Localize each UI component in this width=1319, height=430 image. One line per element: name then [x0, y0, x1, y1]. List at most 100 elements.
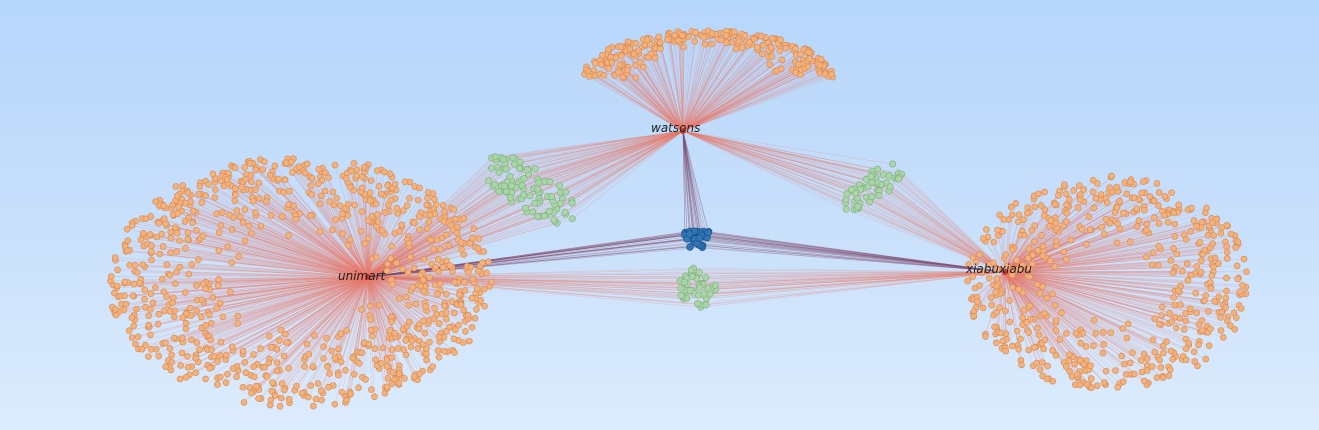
exclusive-node[interactable] [371, 345, 379, 353]
exclusive-node[interactable] [365, 340, 373, 348]
exclusive-node[interactable] [445, 242, 453, 249]
exclusive-node[interactable] [1236, 288, 1244, 296]
shared-pair-node[interactable] [568, 215, 576, 223]
exclusive-node[interactable] [1175, 201, 1182, 209]
exclusive-node[interactable] [1195, 321, 1203, 328]
exclusive-node[interactable] [1135, 217, 1143, 224]
exclusive-node[interactable] [316, 228, 324, 235]
exclusive-node[interactable] [700, 33, 708, 41]
exclusive-node[interactable] [423, 356, 430, 364]
exclusive-node[interactable] [1051, 302, 1059, 309]
exclusive-node[interactable] [1130, 194, 1138, 201]
exclusive-node[interactable] [207, 336, 214, 344]
shared-pair-node[interactable] [695, 268, 703, 276]
exclusive-node[interactable] [124, 237, 132, 244]
shared-pair-node[interactable] [704, 284, 712, 292]
exclusive-node[interactable] [147, 331, 154, 339]
exclusive-node[interactable] [217, 352, 224, 359]
exclusive-node[interactable] [307, 212, 314, 219]
exclusive-node[interactable] [1209, 219, 1216, 226]
exclusive-node[interactable] [407, 253, 414, 261]
exclusive-node[interactable] [1191, 358, 1199, 365]
shared-pair-node[interactable] [495, 168, 503, 176]
exclusive-node[interactable] [792, 69, 799, 76]
exclusive-node[interactable] [1019, 314, 1027, 321]
exclusive-node[interactable] [1039, 242, 1047, 250]
exclusive-node[interactable] [196, 183, 204, 190]
exclusive-node[interactable] [160, 288, 168, 296]
exclusive-node[interactable] [446, 262, 454, 269]
exclusive-node[interactable] [1041, 188, 1048, 196]
exclusive-node[interactable] [1173, 250, 1181, 258]
exclusive-node[interactable] [997, 329, 1005, 337]
exclusive-node[interactable] [723, 39, 730, 46]
exclusive-node[interactable] [964, 277, 972, 285]
exclusive-node[interactable] [308, 191, 315, 198]
exclusive-node[interactable] [285, 364, 292, 372]
exclusive-node[interactable] [795, 61, 802, 68]
exclusive-node[interactable] [416, 370, 424, 378]
exclusive-node[interactable] [982, 333, 989, 340]
exclusive-node[interactable] [990, 238, 998, 246]
shared-pair-node[interactable] [548, 193, 556, 201]
shared-pair-node[interactable] [516, 158, 524, 166]
exclusive-node[interactable] [1170, 245, 1177, 252]
exclusive-node[interactable] [442, 231, 450, 239]
exclusive-node[interactable] [231, 197, 239, 205]
exclusive-node[interactable] [1014, 218, 1022, 226]
shared-pair-node[interactable] [680, 278, 688, 286]
exclusive-node[interactable] [292, 215, 300, 223]
exclusive-node[interactable] [1155, 243, 1162, 250]
exclusive-node[interactable] [440, 218, 448, 225]
exclusive-node[interactable] [465, 337, 473, 345]
exclusive-node[interactable] [1156, 356, 1164, 364]
exclusive-node[interactable] [1154, 261, 1162, 269]
exclusive-node[interactable] [730, 28, 738, 36]
exclusive-node[interactable] [178, 349, 186, 357]
exclusive-node[interactable] [655, 33, 663, 41]
exclusive-node[interactable] [383, 267, 391, 275]
exclusive-node[interactable] [171, 224, 179, 231]
exclusive-node[interactable] [1182, 345, 1190, 353]
exclusive-node[interactable] [462, 328, 469, 335]
exclusive-node[interactable] [193, 307, 201, 315]
exclusive-node[interactable] [1126, 178, 1134, 186]
exclusive-node[interactable] [398, 221, 406, 229]
exclusive-node[interactable] [219, 313, 227, 321]
exclusive-node[interactable] [1119, 325, 1126, 332]
exclusive-node[interactable] [750, 35, 758, 43]
exclusive-node[interactable] [1205, 342, 1213, 350]
exclusive-node[interactable] [377, 359, 385, 367]
exclusive-node[interactable] [132, 261, 139, 269]
exclusive-node[interactable] [1140, 350, 1148, 358]
exclusive-node[interactable] [277, 394, 285, 402]
shared-pair-node[interactable] [531, 199, 539, 207]
exclusive-node[interactable] [474, 267, 482, 275]
exclusive-node[interactable] [282, 330, 289, 338]
exclusive-node[interactable] [184, 353, 191, 360]
exclusive-node[interactable] [474, 245, 482, 252]
exclusive-node[interactable] [1012, 200, 1020, 207]
exclusive-node[interactable] [167, 234, 175, 242]
exclusive-node[interactable] [1015, 345, 1023, 353]
exclusive-node[interactable] [185, 270, 193, 278]
exclusive-node[interactable] [372, 253, 380, 261]
exclusive-node[interactable] [152, 284, 159, 292]
exclusive-node[interactable] [154, 320, 162, 328]
exclusive-node[interactable] [252, 166, 259, 174]
exclusive-node[interactable] [383, 362, 391, 370]
exclusive-node[interactable] [280, 189, 288, 196]
exclusive-node[interactable] [1177, 301, 1184, 308]
exclusive-node[interactable] [318, 396, 325, 404]
exclusive-node[interactable] [626, 45, 634, 53]
exclusive-node[interactable] [455, 321, 462, 329]
exclusive-node[interactable] [411, 219, 418, 226]
exclusive-node[interactable] [1006, 297, 1013, 304]
exclusive-node[interactable] [1094, 382, 1101, 390]
exclusive-node[interactable] [450, 309, 458, 317]
exclusive-node[interactable] [692, 28, 699, 36]
exclusive-node[interactable] [1088, 375, 1095, 382]
exclusive-node[interactable] [275, 175, 282, 183]
exclusive-node[interactable] [1218, 308, 1226, 316]
exclusive-node[interactable] [1076, 356, 1084, 364]
